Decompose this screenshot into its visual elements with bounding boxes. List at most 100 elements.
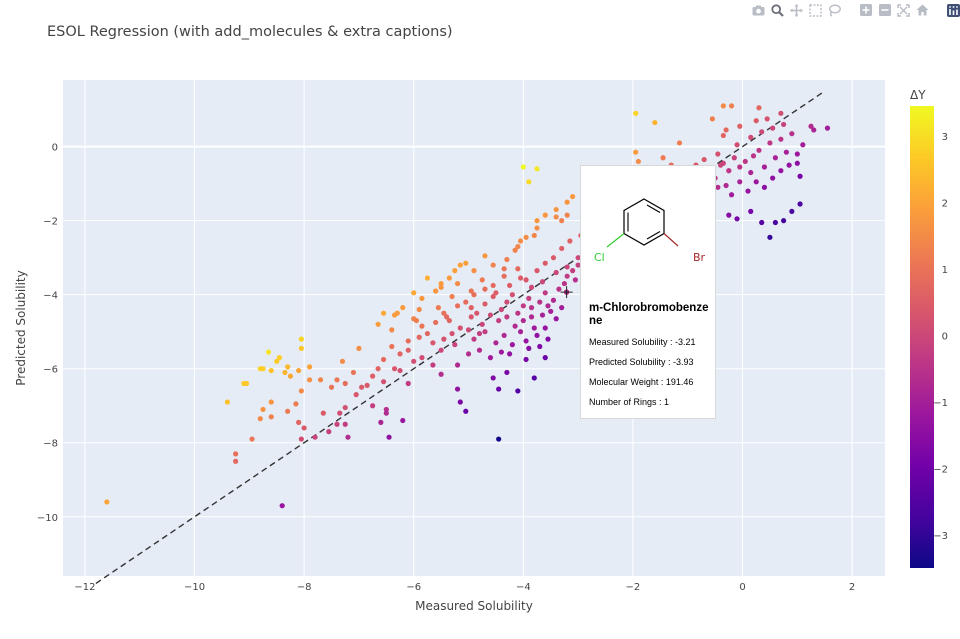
data-point[interactable] (550, 297, 557, 303)
data-point[interactable] (715, 184, 721, 190)
data-point[interactable] (452, 268, 458, 274)
data-point[interactable] (761, 184, 768, 190)
data-point[interactable] (268, 414, 274, 420)
data-point[interactable] (728, 103, 735, 109)
data-point[interactable] (660, 155, 666, 161)
data-point[interactable] (463, 260, 469, 266)
data-point[interactable] (770, 175, 776, 181)
data-point[interactable] (449, 330, 455, 337)
data-point[interactable] (542, 325, 548, 331)
data-point[interactable] (559, 218, 565, 224)
data-point[interactable] (274, 358, 280, 364)
data-point[interactable] (737, 123, 743, 129)
data-point[interactable] (471, 268, 477, 274)
autoscale-icon[interactable] (897, 3, 910, 17)
data-point[interactable] (633, 149, 639, 155)
data-point[interactable] (405, 338, 411, 344)
data-point[interactable] (737, 179, 743, 185)
data-point[interactable] (567, 238, 573, 244)
data-point[interactable] (635, 158, 642, 165)
data-point[interactable] (438, 280, 444, 287)
data-point[interactable] (411, 358, 417, 364)
data-point[interactable] (570, 268, 576, 274)
data-point[interactable] (339, 358, 346, 364)
data-point[interactable] (676, 140, 683, 146)
data-point[interactable] (501, 332, 507, 339)
data-point[interactable] (772, 219, 779, 226)
data-point[interactable] (824, 125, 831, 131)
data-point[interactable] (370, 373, 376, 379)
data-point[interactable] (517, 275, 524, 281)
data-point[interactable] (504, 299, 510, 305)
data-point[interactable] (575, 255, 581, 261)
data-point[interactable] (419, 355, 425, 361)
data-point[interactable] (515, 243, 521, 250)
data-point[interactable] (487, 355, 494, 361)
data-point[interactable] (268, 399, 274, 405)
data-point[interactable] (391, 366, 398, 372)
data-point[interactable] (465, 351, 472, 357)
data-point[interactable] (753, 179, 759, 185)
data-point[interactable] (435, 305, 441, 311)
data-point[interactable] (430, 340, 436, 346)
zoom-out-icon[interactable] (878, 3, 891, 17)
data-point[interactable] (781, 121, 787, 128)
data-point[interactable] (350, 369, 357, 376)
data-point[interactable] (268, 367, 274, 374)
data-point[interactable] (342, 421, 348, 427)
data-point[interactable] (438, 371, 444, 377)
data-point[interactable] (561, 280, 568, 287)
data-point[interactable] (337, 410, 343, 416)
data-point[interactable] (537, 299, 543, 305)
camera-icon[interactable] (752, 3, 765, 17)
data-point[interactable] (720, 160, 726, 166)
data-point[interactable] (298, 436, 304, 442)
data-point[interactable] (463, 408, 469, 414)
data-point[interactable] (652, 119, 658, 126)
data-point[interactable] (301, 425, 307, 431)
data-point[interactable] (528, 305, 535, 311)
data-point[interactable] (748, 208, 754, 215)
data-point[interactable] (419, 323, 425, 329)
data-point[interactable] (550, 255, 557, 261)
data-point[interactable] (564, 199, 570, 205)
data-point[interactable] (512, 323, 518, 329)
data-point[interactable] (479, 277, 485, 283)
data-point[interactable] (556, 286, 562, 292)
data-point[interactable] (539, 312, 546, 318)
data-point[interactable] (515, 388, 521, 394)
data-point[interactable] (490, 282, 496, 289)
data-point[interactable] (490, 293, 496, 300)
pan-icon[interactable] (790, 3, 804, 17)
data-point[interactable] (438, 284, 444, 290)
plotly-logo-icon[interactable] (946, 3, 960, 17)
data-point[interactable] (342, 404, 348, 411)
data-point[interactable] (748, 169, 754, 176)
data-point[interactable] (701, 156, 707, 163)
data-point[interactable] (383, 406, 389, 413)
box-select-icon[interactable] (809, 3, 822, 17)
data-point[interactable] (496, 436, 502, 442)
data-point[interactable] (797, 201, 803, 207)
data-point[interactable] (534, 218, 540, 224)
data-point[interactable] (400, 417, 406, 424)
data-point[interactable] (249, 436, 255, 442)
data-point[interactable] (378, 419, 384, 425)
data-point[interactable] (770, 125, 776, 131)
data-point[interactable] (778, 168, 784, 174)
data-point[interactable] (542, 290, 548, 296)
data-point[interactable] (526, 179, 532, 185)
data-point[interactable] (296, 419, 302, 425)
data-point[interactable] (285, 364, 291, 370)
lasso-icon[interactable] (828, 3, 842, 17)
data-point[interactable] (772, 155, 779, 161)
data-point[interactable] (564, 264, 570, 270)
data-point[interactable] (279, 503, 285, 509)
data-point[interactable] (454, 362, 461, 368)
data-point[interactable] (553, 214, 559, 220)
data-point[interactable] (424, 330, 431, 337)
data-point[interactable] (482, 286, 488, 292)
data-point[interactable] (397, 351, 403, 357)
data-point[interactable] (413, 317, 420, 324)
data-point[interactable] (808, 123, 814, 129)
